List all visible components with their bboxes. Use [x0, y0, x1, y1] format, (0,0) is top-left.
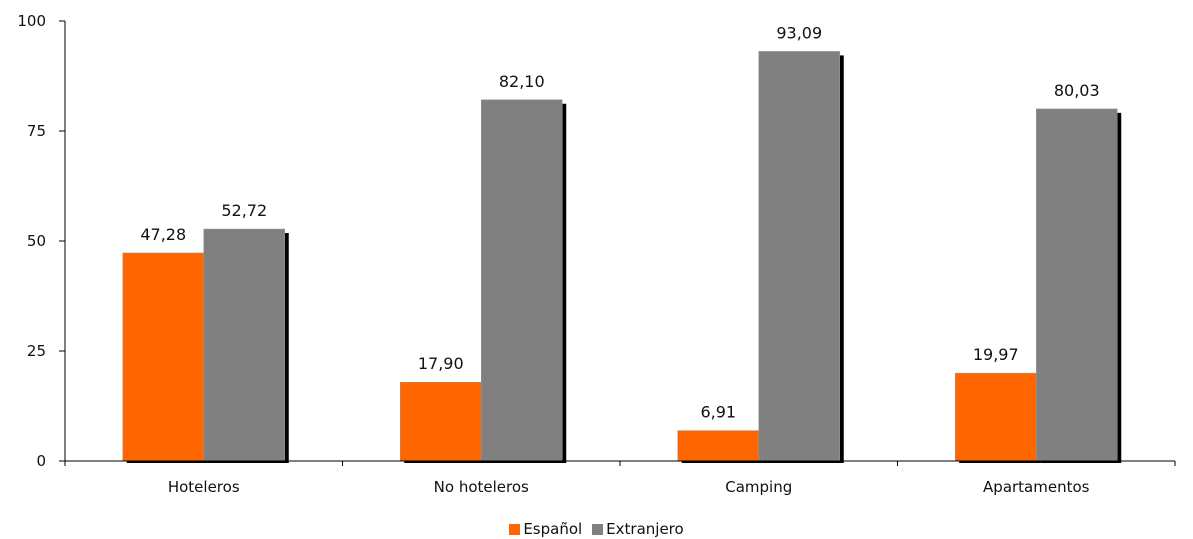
y-tick-label-1: 25	[27, 342, 46, 360]
data-label-1-1: 82,10	[499, 72, 545, 91]
x-axis: Hoteleros No hoteleros Camping Apartamentos	[64, 460, 1176, 496]
y-axis: 0 25 50 75 100	[17, 12, 66, 470]
x-tick-label-0: Hoteleros	[168, 478, 240, 496]
legend-label-extranjero: Extranjero	[606, 520, 684, 538]
bar-0-2	[677, 430, 759, 462]
legend-item-extranjero: Extranjero	[592, 520, 684, 538]
bars: 47,28 52,72 17,90 82,10 6,91 93,09 19,97 80,03	[122, 23, 1122, 464]
data-label-0-1: 17,90	[418, 354, 464, 373]
y-tick-label-4: 100	[17, 12, 46, 30]
bar-0-3	[955, 372, 1037, 462]
y-tick-label-3: 75	[27, 122, 46, 140]
y-tick-label-2: 50	[27, 232, 46, 250]
bar-1-0	[203, 228, 285, 462]
data-label-1-0: 52,72	[221, 201, 267, 220]
bar-0-0	[122, 252, 204, 462]
legend-item-espanol: Español	[509, 520, 582, 538]
data-label-1-2: 93,09	[776, 23, 822, 42]
bar-1-1	[481, 99, 563, 462]
legend-swatch-espanol	[509, 523, 521, 535]
data-label-0-2: 6,91	[700, 403, 736, 422]
legend-swatch-extranjero	[592, 523, 604, 535]
legend-label-espanol: Español	[523, 520, 583, 538]
legend: Español Extranjero	[0, 519, 1193, 539]
bar-1-3	[1036, 108, 1118, 462]
bar-0-1	[400, 381, 482, 462]
data-label-0-3: 19,97	[973, 345, 1019, 364]
data-label-1-3: 80,03	[1054, 81, 1100, 100]
x-tick-label-1: No hoteleros	[434, 478, 529, 496]
bar-chart: 0 25 50 75 100 47,28 52,72 17,90 82,10 6,91 93,09…	[17, 12, 1176, 496]
x-tick-label-3: Apartamentos	[983, 478, 1090, 496]
data-label-0-0: 47,28	[140, 225, 186, 244]
bar-1-2	[758, 51, 840, 462]
x-tick-label-2: Camping	[725, 478, 792, 496]
y-tick-label-0: 0	[36, 452, 46, 470]
